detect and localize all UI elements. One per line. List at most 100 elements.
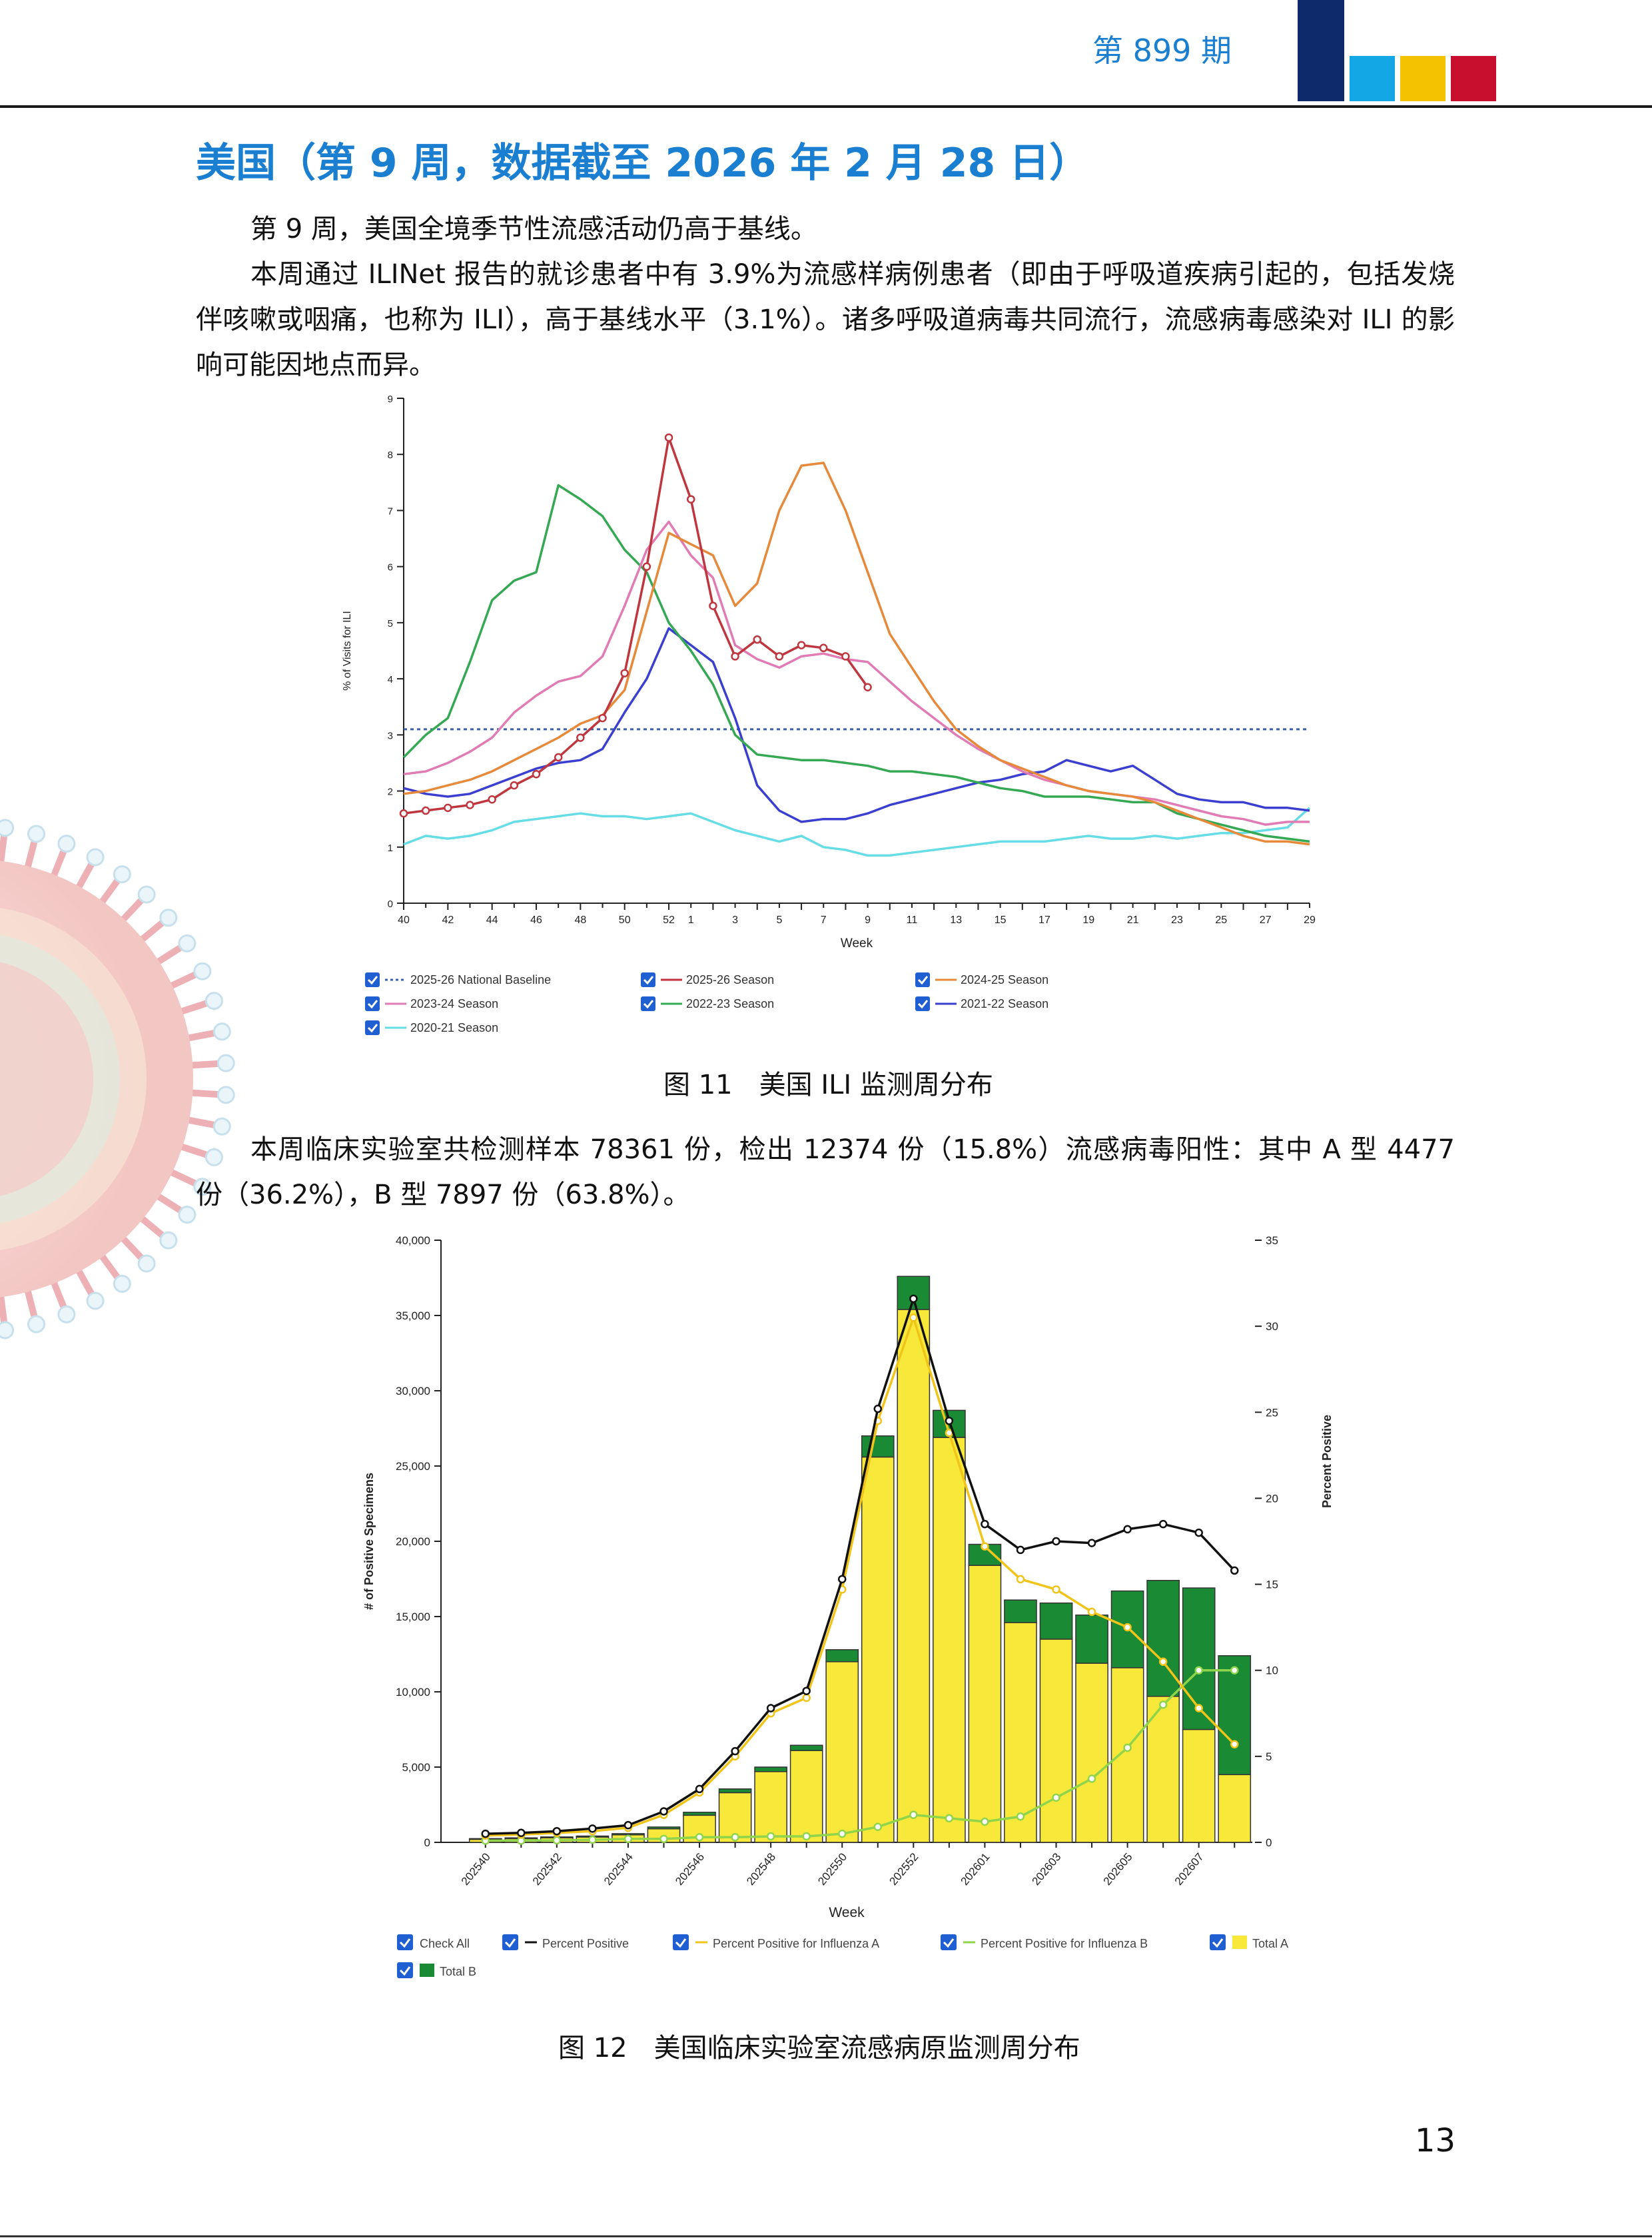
virus-spike-tip <box>0 1321 15 1339</box>
lab-line-pct-a-point <box>1230 1740 1239 1749</box>
ili-x-axis-title: Week <box>841 936 873 950</box>
lab-bar-chart: 0 5,000 10,000 15,000 20,000 25,000 30,000 35,0… <box>362 1234 1334 1978</box>
ili-x-tick-label: 17 <box>1038 915 1050 926</box>
lab-y-axis-title-right: Percent Positive <box>1320 1415 1334 1508</box>
lab-x-tick-label: 202542 <box>530 1850 564 1888</box>
lab-line-pct-b-point <box>981 1817 989 1826</box>
lab-line-pct-b-point <box>623 1834 633 1844</box>
virus-spike-tip <box>137 1254 156 1273</box>
ili-legend-label: 2024-25 Season <box>961 973 1048 986</box>
virus-spike-tip <box>205 992 223 1010</box>
lab-bar-total-a <box>1182 1728 1216 1843</box>
lab-bar-total-b <box>1146 1580 1180 1697</box>
ili-x-tick-label: 48 <box>574 915 586 926</box>
virus-spike-tip <box>57 835 76 853</box>
ili-legend-label: 2020-21 Season <box>410 1021 498 1034</box>
lab-line-pct-a-point <box>1158 1657 1168 1667</box>
virus-spike-tip <box>212 1117 231 1136</box>
ili-x-tick-label: 3 <box>732 915 738 926</box>
ili-series-line <box>403 807 1311 857</box>
lab-line-pct-point <box>659 1807 668 1816</box>
lab-line-pct-b-point <box>1087 1774 1096 1783</box>
ili-x-tick-label: 42 <box>442 915 454 926</box>
ili-series-point <box>731 652 739 661</box>
lab-y-tick-label-right: 20 <box>1266 1492 1278 1505</box>
lab-line-pct-point <box>1230 1566 1239 1575</box>
ili-series-line <box>403 436 869 815</box>
ili-series-point <box>686 495 695 504</box>
lab-line-pct-a-point <box>909 1313 918 1322</box>
lab-bar-total-a <box>1039 1639 1073 1843</box>
virus-spike-tip <box>27 825 46 843</box>
lab-bar-total-b <box>612 1833 645 1836</box>
lab-line-pct-point <box>731 1746 739 1756</box>
lab-line-pct-b-point <box>659 1834 668 1844</box>
lab-bar-total-a <box>897 1309 931 1843</box>
lab-line-pct-point <box>1016 1545 1025 1555</box>
ili-x-tick-label: 52 <box>663 915 675 926</box>
ili-y-tick-label: 6 <box>388 562 393 573</box>
lab-bar-total-b <box>647 1826 681 1830</box>
lab-bar-total-a <box>1218 1774 1252 1843</box>
ili-legend-label: 2021-22 Season <box>961 997 1048 1010</box>
lab-y-tick-label-right: 0 <box>1266 1836 1272 1849</box>
ili-series-point <box>399 809 408 818</box>
ili-x-tick-label: 25 <box>1215 915 1227 926</box>
lab-bar-total-a <box>789 1750 823 1843</box>
lab-legend-swatch <box>420 1964 434 1977</box>
ili-legend-label: 2022-23 Season <box>686 997 774 1010</box>
lab-bar-total-a <box>754 1771 787 1843</box>
lab-line-pct-point <box>873 1404 883 1413</box>
lab-y-tick-label-left: 40,000 <box>396 1234 430 1247</box>
lab-y-tick-label-left: 25,000 <box>396 1460 430 1473</box>
lab-line-pct-point <box>517 1828 526 1838</box>
lab-line-pct-point <box>623 1820 633 1830</box>
virus-spike-tip <box>159 909 178 927</box>
virus-spike-tip <box>27 1315 46 1333</box>
ili-x-tick-label: 46 <box>530 915 542 926</box>
ili-series-point <box>532 770 541 779</box>
virus-spike-tip <box>159 1231 178 1250</box>
lab-bar-total-a <box>1110 1667 1144 1843</box>
lab-x-tick-label: 202548 <box>744 1850 778 1888</box>
ili-series-point <box>620 669 629 677</box>
lab-legend-swatch <box>1232 1936 1247 1949</box>
figure-11-caption: 图 11 美国 ILI 监测周分布 <box>663 1070 993 1100</box>
lab-bar-total-b <box>683 1812 716 1816</box>
virus-spike-tip <box>86 1292 105 1310</box>
virus-spike-tip <box>193 962 212 980</box>
virus-spike-tip <box>178 1206 197 1224</box>
lab-y-tick-label-right: 10 <box>1266 1665 1278 1677</box>
lab-legend-label: Total A <box>1252 1937 1288 1950</box>
ili-y-tick-label: 7 <box>388 506 393 517</box>
ili-x-tick-label: 21 <box>1127 915 1139 926</box>
lab-bar-total-b <box>1004 1599 1037 1623</box>
paragraph-3: 本周临床实验室共检测样本 78361 份，检出 12374 份（15.8%）流感… <box>196 1134 1455 1210</box>
virus-spike-tip <box>178 934 197 952</box>
virus-spike-tip <box>205 1148 223 1166</box>
virus-spike-tip <box>0 819 15 837</box>
lab-line-pct-a <box>485 1316 1236 1837</box>
figure-12-caption: 图 12 美国临床实验室流感病原监测周分布 <box>558 2033 1080 2063</box>
virus-spike-tip <box>113 1274 131 1293</box>
lab-line-pct-point <box>837 1575 847 1584</box>
ili-series-point <box>775 652 784 661</box>
header-block-red <box>1451 56 1496 101</box>
ili-x-tick-label: 13 <box>950 915 962 926</box>
lab-line-pct-a-point <box>1087 1607 1096 1617</box>
lab-legend-checkbox <box>1210 1934 1226 1950</box>
ili-x-tick-label: 19 <box>1082 915 1094 926</box>
lab-bar-total-a <box>1075 1663 1108 1843</box>
lab-line-pct-b-point <box>837 1829 847 1838</box>
ili-legend-checkbox <box>915 972 930 987</box>
ili-y-tick-label: 0 <box>388 899 393 910</box>
check-icon <box>943 1938 955 1948</box>
lab-x-axis-title: Week <box>829 1905 865 1920</box>
lab-legend-checkbox <box>941 1934 957 1950</box>
header-block-navy <box>1298 0 1344 101</box>
lab-line-pct-point <box>588 1824 597 1833</box>
ili-series-line <box>403 520 1310 826</box>
lab-line-pct-point <box>1052 1537 1060 1546</box>
lab-bar-total-a <box>968 1565 1002 1843</box>
ili-x-tick-label: 7 <box>821 915 827 926</box>
